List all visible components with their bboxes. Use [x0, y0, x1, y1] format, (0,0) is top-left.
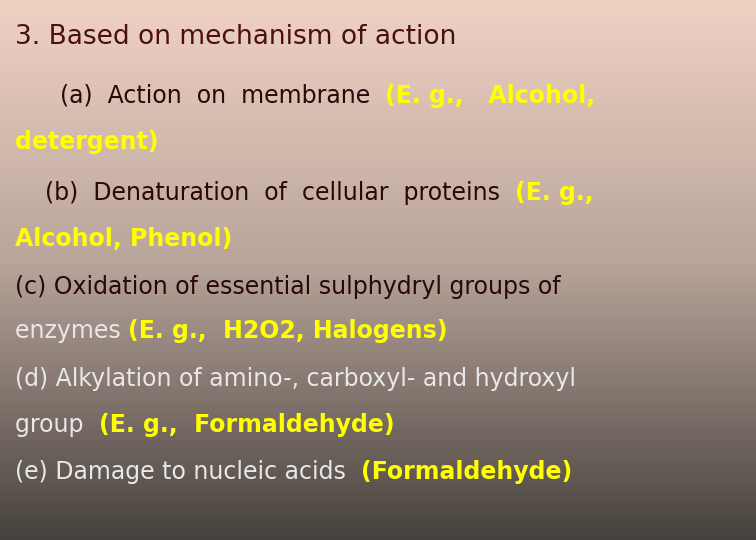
Text: (Formaldehyde): (Formaldehyde): [361, 460, 572, 484]
Text: Alcohol, Phenol): Alcohol, Phenol): [15, 227, 232, 251]
Text: (d) Alkylation of amino-, carboxyl- and hydroxyl: (d) Alkylation of amino-, carboxyl- and …: [15, 367, 576, 391]
Text: 3. Based on mechanism of action: 3. Based on mechanism of action: [15, 24, 457, 50]
Text: (E. g.,: (E. g.,: [515, 181, 593, 205]
Text: (b)  Denaturation  of  cellular  proteins: (b) Denaturation of cellular proteins: [15, 181, 515, 205]
Text: detergent): detergent): [15, 130, 159, 153]
Text: (E. g.,  Formaldehyde): (E. g., Formaldehyde): [98, 413, 394, 437]
Text: (E. g.,  H2O2, Halogens): (E. g., H2O2, Halogens): [129, 319, 448, 342]
Text: (c) Oxidation of essential sulphydryl groups of: (c) Oxidation of essential sulphydryl gr…: [15, 275, 561, 299]
Text: (e) Damage to nucleic acids: (e) Damage to nucleic acids: [15, 460, 361, 484]
Text: enzymes: enzymes: [15, 319, 129, 342]
Text: (E. g.,   Alcohol,: (E. g., Alcohol,: [386, 84, 596, 107]
Text: (a)  Action  on  membrane: (a) Action on membrane: [15, 84, 386, 107]
Text: group: group: [15, 413, 98, 437]
